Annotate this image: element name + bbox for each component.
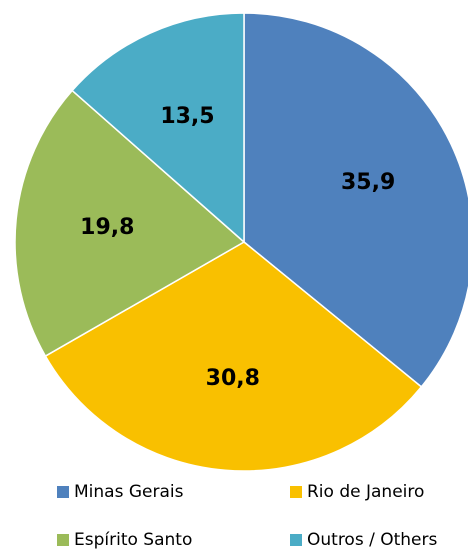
legend-label: Outros / Others <box>307 530 437 550</box>
legend-label: Minas Gerais <box>74 482 184 502</box>
legend-label: Rio de Janeiro <box>307 482 424 502</box>
legend-swatch <box>57 486 69 498</box>
legend-swatch <box>57 534 69 546</box>
data-label: 35,9 <box>341 170 395 195</box>
legend-swatch <box>290 534 302 546</box>
pie-slice <box>44 241 423 472</box>
pie-slice <box>14 89 246 358</box>
pie-slice <box>71 12 245 244</box>
legend-swatch <box>290 486 302 498</box>
data-label: 13,5 <box>160 104 214 129</box>
data-label: 19,8 <box>80 215 134 240</box>
data-label: 30,8 <box>206 366 260 391</box>
pie-slice <box>243 12 468 388</box>
legend-label: Espírito Santo <box>74 530 192 550</box>
